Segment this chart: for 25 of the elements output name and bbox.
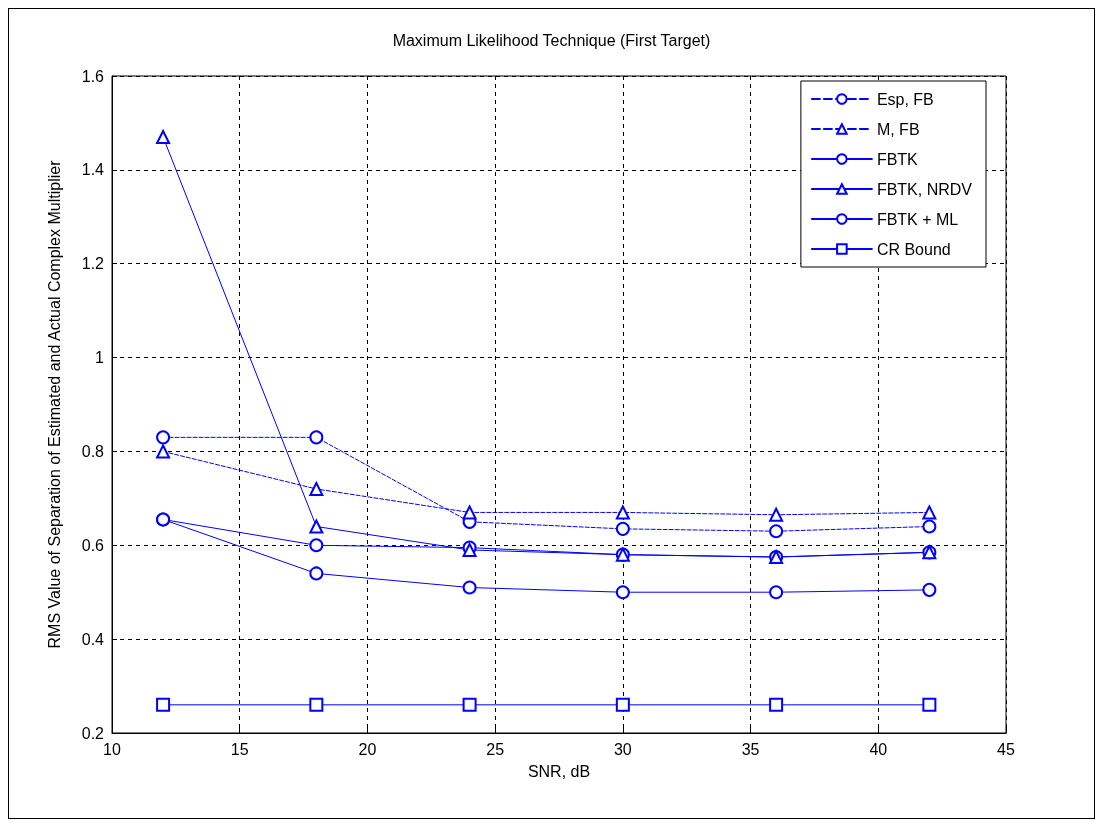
x-axis-title: SNR, dB (527, 762, 591, 780)
x-tick-label: 40 (869, 740, 888, 758)
legend-label: M, FB (876, 120, 920, 138)
legend-label: CR Bound (876, 240, 951, 258)
x-tick-label: 30 (613, 740, 632, 758)
x-tick-label: 10 (103, 740, 121, 758)
legend-label: FBTK, NRDV (876, 180, 973, 198)
x-tick-label: 35 (741, 740, 760, 758)
y-tick-label: 1.6 (81, 67, 105, 85)
chart-title: Maximum Likelihood Technique (First Target) (392, 31, 711, 49)
legend-label: Esp, FB (876, 90, 934, 108)
legend-label: FBTK (876, 150, 919, 168)
y-tick-label: 0.6 (81, 536, 105, 554)
y-axis-title: RMS Value of Separation of Estimated and Actual Complex Multiplier (45, 159, 63, 649)
y-tick-label: 0.4 (81, 630, 105, 648)
y-tick-label: 1.2 (81, 255, 105, 273)
legend-label: FBTK + ML (876, 210, 959, 228)
y-tick-label: 1 (95, 349, 105, 367)
y-tick-label: 0.2 (81, 724, 105, 742)
y-tick-label: 0.8 (81, 442, 105, 460)
x-tick-label: 25 (486, 740, 505, 758)
x-tick-label: 20 (358, 740, 377, 758)
x-tick-label: 45 (997, 740, 1015, 758)
y-tick-label: 1.4 (81, 161, 105, 179)
x-tick-label: 15 (230, 740, 249, 758)
